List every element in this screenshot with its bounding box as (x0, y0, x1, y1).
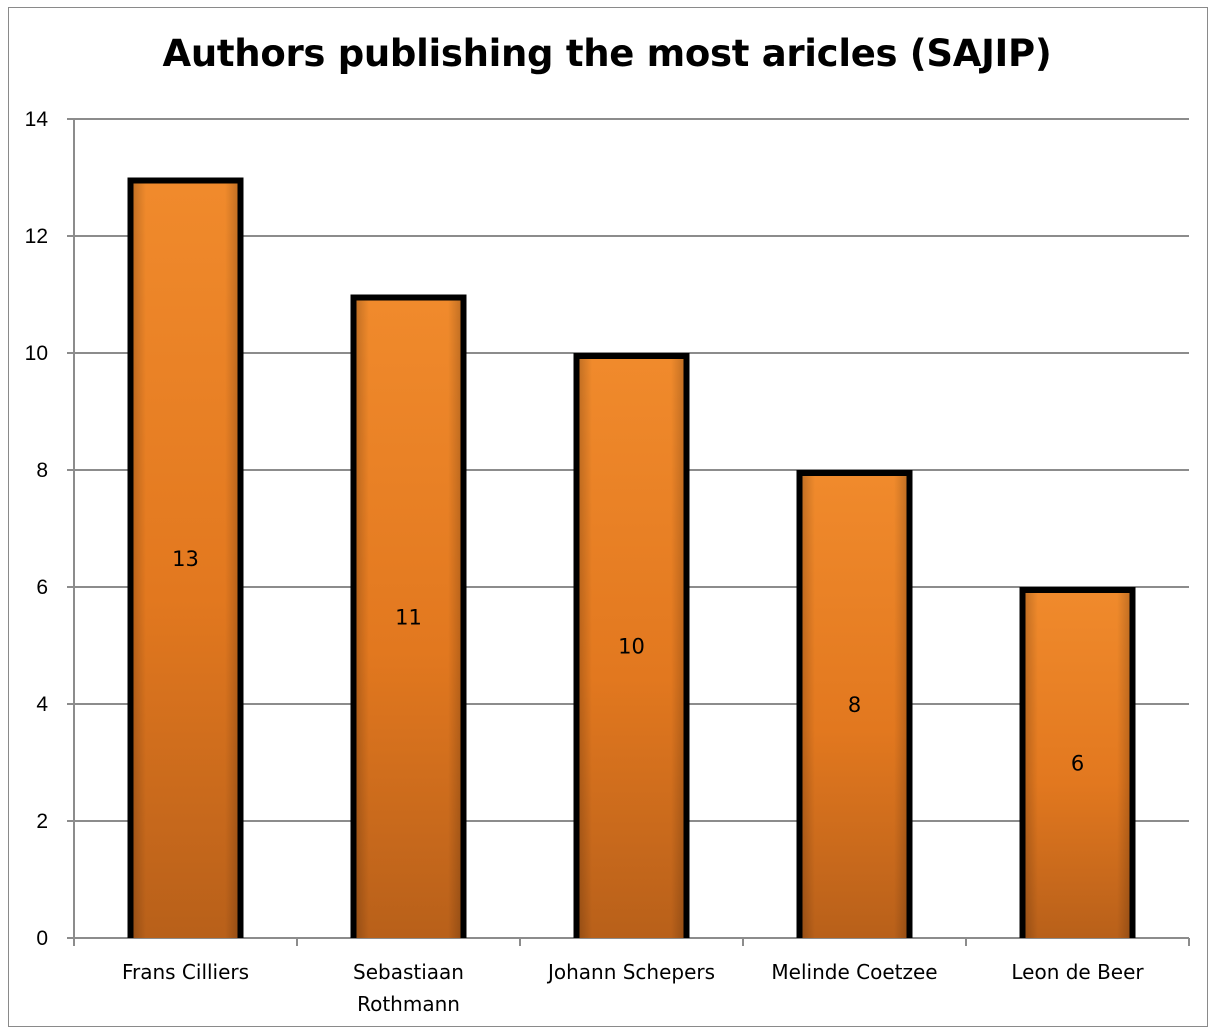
data-label: 13 (172, 547, 199, 571)
bar-shade (579, 359, 684, 938)
x-tick-label: Johann Schepers (546, 960, 715, 984)
x-tick-label-line: Sebastiaan (353, 960, 464, 984)
x-tick-label-line: Leon de Beer (1011, 960, 1144, 984)
y-tick-label: 12 (25, 225, 48, 248)
x-tick-label-line: Rothmann (357, 992, 460, 1016)
bar-shade (1025, 593, 1130, 938)
chart-title: Authors publishing the most aricles (SAJ… (162, 32, 1052, 75)
bar-shade (356, 300, 461, 938)
bars (127, 177, 1136, 938)
y-tick-label: 14 (25, 108, 49, 131)
bar (573, 353, 690, 938)
bar (1019, 587, 1136, 938)
y-tick-label: 2 (36, 810, 48, 833)
x-tick-label: Leon de Beer (1011, 960, 1144, 984)
bar-shade (133, 183, 238, 938)
bar (796, 470, 913, 938)
bar (350, 294, 467, 938)
data-label: 6 (1071, 752, 1084, 776)
x-tick-label: Sebastiaan Rothmann (353, 960, 464, 1016)
y-tick-label: 6 (36, 576, 48, 599)
bar (127, 177, 244, 938)
labels: 0 2 4 6 8 10 12 14 13 Frans Cilliers 11 Sebastiaan R… (25, 108, 1145, 1016)
y-tick-label: 10 (25, 342, 48, 365)
bar-shade (802, 476, 907, 938)
data-label: 10 (618, 635, 645, 659)
y-tick-label: 8 (36, 459, 48, 482)
data-label: 11 (395, 605, 422, 629)
x-tick-label-line: Frans Cilliers (122, 960, 249, 984)
x-tick-label: Melinde Coetzee (771, 960, 937, 984)
y-tick-label: 0 (36, 927, 48, 950)
data-label: 8 (848, 693, 861, 717)
x-tick-label-line: Johann Schepers (546, 960, 715, 984)
y-tick-label: 4 (36, 693, 48, 716)
x-tick-label: Frans Cilliers (122, 960, 249, 984)
x-tick-label-line: Melinde Coetzee (771, 960, 937, 984)
